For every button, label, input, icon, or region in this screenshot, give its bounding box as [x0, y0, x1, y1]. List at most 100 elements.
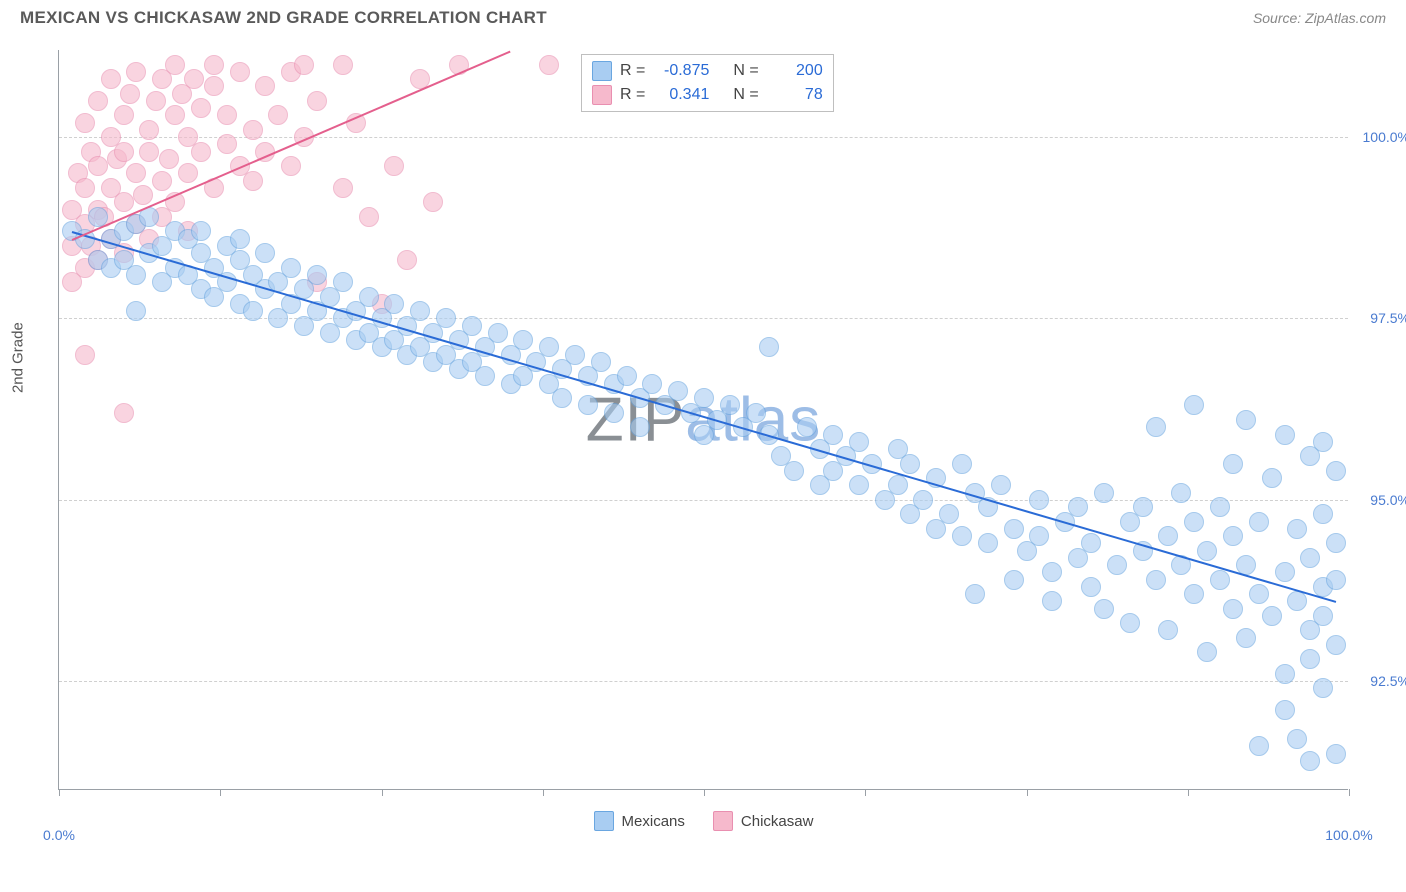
scatter-point-blue	[565, 345, 585, 365]
scatter-point-blue	[1313, 504, 1333, 524]
scatter-point-blue	[126, 265, 146, 285]
scatter-point-blue	[1313, 606, 1333, 626]
scatter-point-blue	[900, 454, 920, 474]
scatter-point-blue	[1326, 461, 1346, 481]
scatter-point-pink	[101, 69, 121, 89]
scatter-point-blue	[333, 272, 353, 292]
scatter-point-pink	[191, 98, 211, 118]
scatter-point-blue	[1068, 497, 1088, 517]
scatter-point-blue	[1158, 526, 1178, 546]
scatter-point-blue	[1042, 591, 1062, 611]
scatter-point-pink	[152, 171, 172, 191]
scatter-point-pink	[88, 91, 108, 111]
scatter-point-blue	[1197, 642, 1217, 662]
scatter-point-blue	[1262, 606, 1282, 626]
scatter-point-blue	[720, 395, 740, 415]
scatter-point-blue	[1004, 570, 1024, 590]
scatter-point-blue	[1300, 548, 1320, 568]
x-tick	[220, 789, 221, 796]
n-label: N =	[733, 86, 758, 104]
scatter-point-blue	[1313, 432, 1333, 452]
x-tick	[59, 789, 60, 796]
legend-label: Chickasaw	[741, 813, 814, 830]
scatter-point-blue	[1184, 512, 1204, 532]
scatter-point-pink	[178, 163, 198, 183]
legend-swatch	[592, 61, 612, 81]
scatter-point-blue	[1249, 736, 1269, 756]
scatter-point-blue	[1184, 395, 1204, 415]
scatter-point-pink	[133, 185, 153, 205]
stats-row: R =-0.875N =200	[592, 59, 823, 83]
scatter-point-blue	[1158, 620, 1178, 640]
r-value: -0.875	[653, 62, 709, 80]
n-label: N =	[733, 62, 758, 80]
scatter-point-pink	[114, 192, 134, 212]
x-tick	[382, 789, 383, 796]
trend-line-blue	[72, 231, 1337, 603]
r-value: 0.341	[653, 86, 709, 104]
series-legend: Mexicans Chickasaw	[59, 811, 1348, 831]
scatter-point-blue	[784, 461, 804, 481]
scatter-point-blue	[1313, 678, 1333, 698]
scatter-point-blue	[668, 381, 688, 401]
scatter-point-blue	[307, 265, 327, 285]
scatter-point-blue	[513, 330, 533, 350]
chart-title: MEXICAN VS CHICKASAW 2ND GRADE CORRELATI…	[20, 8, 547, 28]
scatter-point-blue	[630, 417, 650, 437]
scatter-point-blue	[939, 504, 959, 524]
scatter-point-blue	[410, 301, 430, 321]
y-axis-title: 2nd Grade	[10, 322, 27, 393]
scatter-point-blue	[849, 475, 869, 495]
y-tick-label: 92.5%	[1370, 673, 1406, 689]
scatter-point-blue	[1210, 497, 1230, 517]
scatter-point-pink	[191, 142, 211, 162]
n-value: 78	[767, 86, 823, 104]
scatter-point-blue	[1275, 562, 1295, 582]
legend-swatch	[592, 85, 612, 105]
scatter-point-pink	[230, 62, 250, 82]
scatter-point-pink	[139, 142, 159, 162]
scatter-point-blue	[642, 374, 662, 394]
legend-label: Mexicans	[622, 813, 685, 830]
stats-legend: R =-0.875N =200R =0.341N =78	[581, 54, 834, 112]
stats-row: R =0.341N =78	[592, 83, 823, 107]
scatter-point-blue	[1223, 454, 1243, 474]
scatter-point-pink	[75, 345, 95, 365]
scatter-point-blue	[888, 475, 908, 495]
scatter-point-blue	[1081, 577, 1101, 597]
scatter-point-blue	[1249, 584, 1269, 604]
scatter-point-blue	[694, 388, 714, 408]
scatter-point-pink	[539, 55, 559, 75]
scatter-point-blue	[1300, 649, 1320, 669]
scatter-point-blue	[1249, 512, 1269, 532]
gridline	[59, 500, 1348, 501]
x-tick	[1188, 789, 1189, 796]
scatter-point-blue	[1210, 570, 1230, 590]
scatter-point-blue	[617, 366, 637, 386]
scatter-point-pink	[165, 55, 185, 75]
scatter-plot: ZIPatlas 92.5%95.0%97.5%100.0%0.0%100.0%…	[58, 50, 1348, 790]
scatter-point-blue	[978, 533, 998, 553]
scatter-point-blue	[1223, 599, 1243, 619]
scatter-point-blue	[488, 323, 508, 343]
scatter-point-pink	[204, 55, 224, 75]
scatter-point-blue	[1133, 497, 1153, 517]
scatter-point-pink	[243, 120, 263, 140]
x-tick	[543, 789, 544, 796]
scatter-point-pink	[126, 62, 146, 82]
y-tick-label: 100.0%	[1363, 129, 1406, 145]
scatter-point-blue	[539, 337, 559, 357]
scatter-point-pink	[217, 134, 237, 154]
scatter-point-blue	[1287, 729, 1307, 749]
scatter-point-pink	[75, 113, 95, 133]
scatter-point-blue	[952, 454, 972, 474]
scatter-point-blue	[604, 403, 624, 423]
y-tick-label: 95.0%	[1370, 492, 1406, 508]
scatter-point-blue	[1326, 533, 1346, 553]
scatter-point-pink	[333, 55, 353, 75]
scatter-point-blue	[1029, 526, 1049, 546]
legend-swatch	[594, 811, 614, 831]
x-tick	[704, 789, 705, 796]
scatter-point-blue	[913, 490, 933, 510]
scatter-point-pink	[88, 156, 108, 176]
